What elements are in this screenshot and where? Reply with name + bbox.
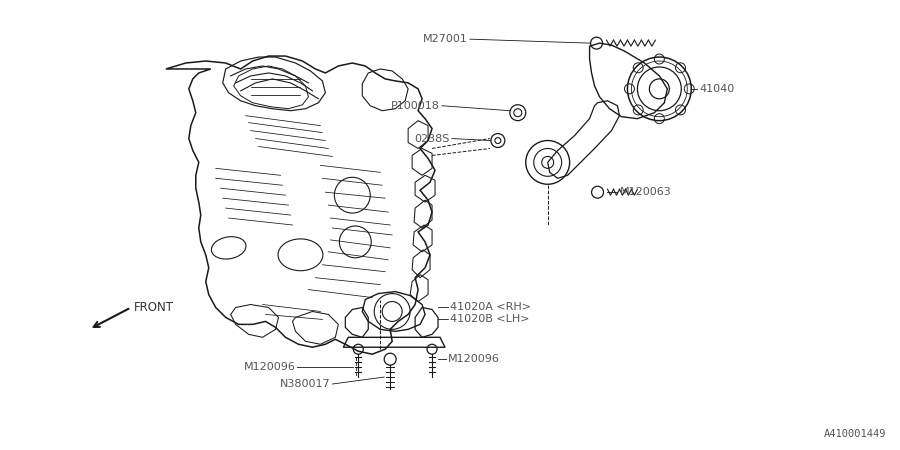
Text: 0238S: 0238S	[415, 134, 450, 144]
Text: M120096: M120096	[244, 362, 295, 372]
Text: N380017: N380017	[280, 379, 330, 389]
Text: 41020A <RH>: 41020A <RH>	[450, 302, 531, 312]
Text: P100018: P100018	[392, 101, 440, 111]
Text: M120096: M120096	[448, 354, 500, 364]
Text: M120063: M120063	[619, 187, 671, 197]
Text: 41040: 41040	[699, 84, 734, 94]
Text: FRONT: FRONT	[134, 301, 174, 314]
Text: M27001: M27001	[423, 34, 468, 44]
Text: 41020B <LH>: 41020B <LH>	[450, 315, 529, 324]
Text: A410001449: A410001449	[824, 429, 886, 439]
